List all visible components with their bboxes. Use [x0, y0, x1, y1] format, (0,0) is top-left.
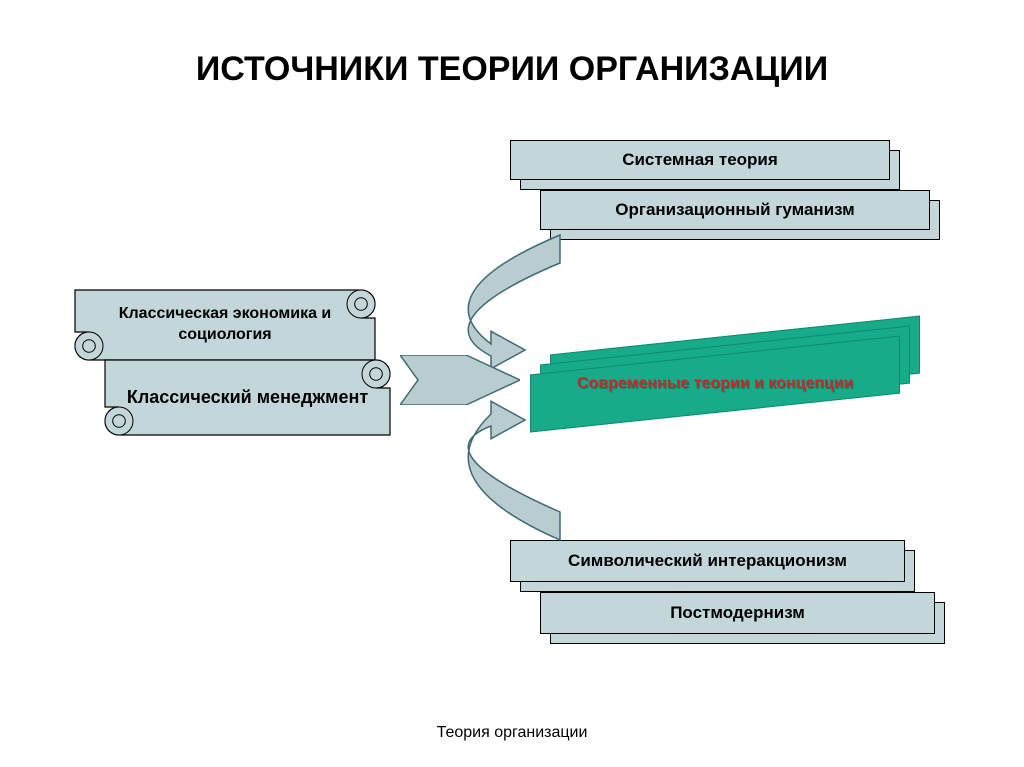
- arrow-chevron: [400, 355, 520, 405]
